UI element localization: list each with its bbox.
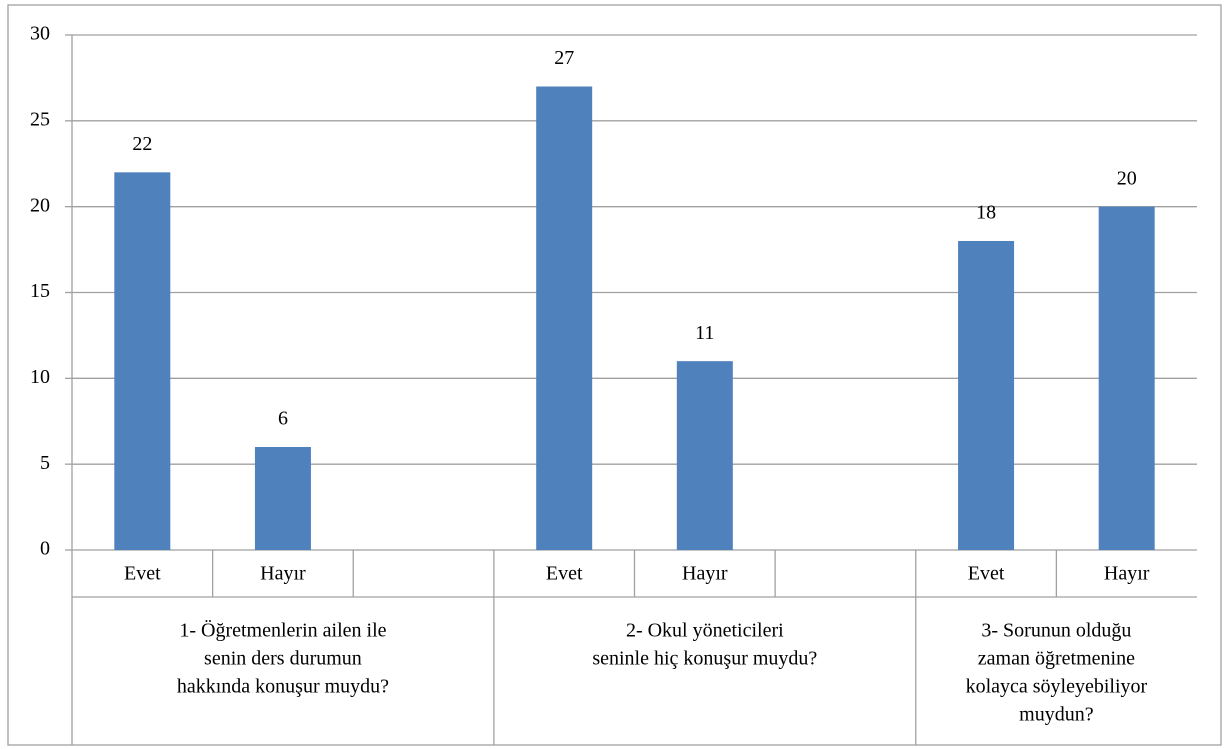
bar bbox=[676, 361, 733, 550]
group-label: zaman öğretmenine bbox=[978, 648, 1135, 670]
y-tick-label: 0 bbox=[40, 538, 50, 560]
x-tick-label: Evet bbox=[124, 563, 161, 585]
y-tick-label: 10 bbox=[30, 366, 50, 388]
group-label: seninle hiç konuşur muydu? bbox=[592, 648, 817, 670]
y-tick-label: 30 bbox=[30, 23, 50, 45]
y-tick-label: 15 bbox=[30, 280, 50, 302]
x-tick-label: Hayır bbox=[260, 563, 306, 585]
group-label: 3- Sorunun olduğu bbox=[981, 620, 1131, 642]
data-label: 22 bbox=[132, 133, 152, 155]
x-tick-label: Evet bbox=[546, 563, 583, 585]
group-label: kolayca söyleyebiliyor bbox=[966, 676, 1148, 698]
data-label: 11 bbox=[695, 322, 714, 344]
x-tick-label: Hayır bbox=[1104, 563, 1150, 585]
x-tick-label: Evet bbox=[968, 563, 1005, 585]
y-tick-label: 5 bbox=[40, 452, 50, 474]
group-label: hakkında konuşur muydu? bbox=[177, 676, 389, 698]
data-label: 18 bbox=[976, 202, 996, 224]
bar bbox=[958, 241, 1015, 550]
y-tick-label: 25 bbox=[30, 108, 50, 130]
group-label: 1- Öğretmenlerin ailen ile bbox=[179, 619, 386, 642]
group-label: 2- Okul yöneticileri bbox=[626, 620, 784, 642]
group-label: muydun? bbox=[1019, 704, 1094, 726]
bar bbox=[254, 447, 311, 550]
bar bbox=[536, 86, 593, 550]
group-label: senin ders durumun bbox=[204, 648, 362, 670]
data-label: 6 bbox=[278, 408, 288, 430]
data-label: 27 bbox=[554, 47, 574, 69]
data-label: 20 bbox=[1117, 167, 1137, 189]
bar bbox=[1098, 206, 1155, 550]
bar bbox=[114, 172, 171, 551]
chart-frame bbox=[7, 4, 1222, 746]
x-tick-label: Hayır bbox=[682, 563, 728, 585]
y-tick-label: 20 bbox=[30, 194, 50, 216]
